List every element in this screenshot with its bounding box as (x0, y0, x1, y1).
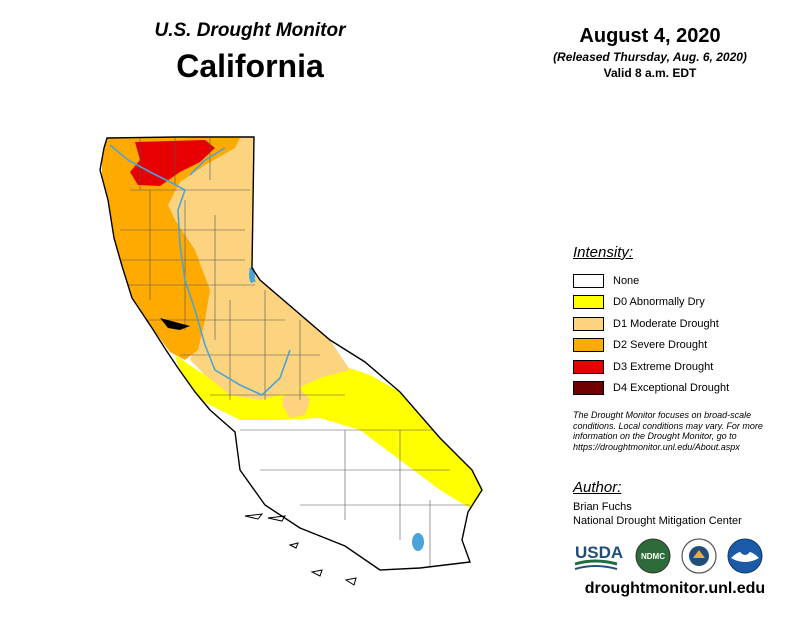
legend-title: Intensity: (573, 244, 634, 261)
author-org: National Drought Mitigation Center (573, 515, 742, 527)
usda-logo-text: USDA (575, 543, 623, 562)
legend-label: D1 Moderate Drought (613, 317, 719, 330)
legend-item-d1: D1 Moderate Drought (573, 313, 773, 335)
valid-time: Valid 8 a.m. EDT (603, 66, 697, 80)
legend-swatch (573, 338, 604, 353)
lake-tahoe (249, 267, 255, 283)
release-date: (Released Thursday, Aug. 6, 2020) (553, 50, 747, 64)
website-url: droughtmonitor.unl.edu (584, 580, 766, 597)
map-subtitle: U.S. Drought Monitor (154, 20, 346, 41)
channel-islands (244, 513, 357, 586)
county-boundaries (118, 138, 470, 568)
ndmc-logo-text: NDMC (641, 552, 665, 561)
map-date: August 4, 2020 (579, 25, 721, 47)
legend-item-d2: D2 Severe Drought (573, 335, 773, 357)
legend-swatch (573, 316, 604, 331)
legend-label: D3 Extreme Drought (613, 360, 714, 373)
drought-area-d3 (130, 140, 215, 186)
partner-logos: USDA NDMC (574, 538, 763, 574)
ndmc-logo: NDMC (635, 538, 671, 574)
map-title: California (176, 48, 324, 84)
author-title: Author: (573, 479, 622, 496)
legend-label: None (613, 274, 640, 287)
legend-item-d4: D4 Exceptional Drought (573, 378, 773, 400)
legend-label: D4 Exceptional Drought (613, 382, 730, 395)
legend-swatch (573, 359, 604, 374)
legend-label: D0 Abnormally Dry (613, 296, 705, 309)
author-block: Author: Brian Fuchs National Drought Mit… (573, 479, 788, 528)
legend-swatch (573, 273, 604, 288)
salton-sea (412, 533, 424, 551)
legend-swatch (573, 295, 604, 310)
legend: Intensity: None D0 Abnormally Dry D1 Mod… (573, 244, 773, 399)
drought-area-d1-south (282, 388, 310, 418)
legend-item-d0: D0 Abnormally Dry (573, 292, 773, 314)
date-block: August 4, 2020 (Released Thursday, Aug. … (520, 25, 780, 80)
noaa-ndmc-seal-logo (681, 538, 717, 574)
disclaimer-note: The Drought Monitor focuses on broad-sca… (573, 410, 763, 452)
legend-item-d3: D3 Extreme Drought (573, 356, 773, 378)
legend-swatch (573, 381, 604, 396)
legend-label: D2 Severe Drought (613, 339, 708, 352)
usda-logo: USDA (574, 543, 623, 570)
sf-bay (160, 318, 190, 330)
ca-state-outline (99, 136, 483, 571)
noaa-logo (727, 538, 763, 574)
legend-item-none: None (573, 270, 773, 292)
author-name: Brian Fuchs (573, 501, 632, 513)
